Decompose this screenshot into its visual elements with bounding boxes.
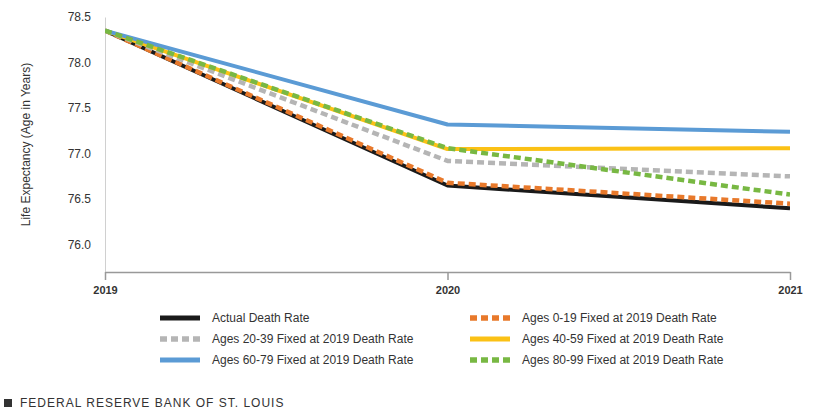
line: [105, 31, 790, 149]
tick: 76.0: [68, 238, 105, 252]
tick-mark: [790, 272, 792, 280]
tick-label: 76.0: [68, 238, 92, 252]
tick-mark: [105, 272, 107, 280]
legend-swatch: [470, 315, 510, 321]
tick-label: 77.5: [68, 101, 92, 115]
axis-line: [105, 18, 106, 273]
tick-label: 2021: [778, 284, 802, 296]
axis-title: Life Expectancy (Age in Years): [19, 63, 33, 226]
plot-area: [105, 31, 790, 209]
tick-label: 78.5: [68, 10, 92, 24]
line: [105, 31, 790, 209]
tick: 78.0: [68, 56, 105, 70]
tick: 78.5: [68, 10, 105, 24]
chart: 76.0 76.5 77.0 77.5 78.0 78.5 2019 2020 2021 Life…: [0, 0, 825, 415]
tick: 2019: [93, 272, 117, 296]
y-axis: 76.0 76.5 77.0 77.5 78.0 78.5: [68, 10, 106, 272]
line: [105, 31, 790, 132]
source: FEDERAL RESERVE BANK OF ST. LOUIS: [20, 396, 284, 410]
tick: 2021: [778, 272, 802, 296]
legend-swatch: [470, 357, 510, 363]
line: [105, 31, 790, 195]
source-marker: [4, 399, 12, 407]
legend-swatch: [470, 337, 510, 342]
legend-label: Ages 20-39 Fixed at 2019 Death Rate: [212, 332, 414, 346]
legend-label: Actual Death Rate: [212, 311, 310, 325]
tick-label: 77.0: [68, 147, 92, 161]
legend-label: Ages 60-79 Fixed at 2019 Death Rate: [212, 353, 414, 367]
tick: 76.5: [68, 192, 105, 206]
line: [105, 31, 790, 204]
tick: 2020: [436, 272, 460, 296]
legend-swatch: [160, 336, 200, 342]
tick-mark: [447, 272, 449, 280]
tick-label: 78.0: [68, 56, 92, 70]
tick-label: 76.5: [68, 192, 92, 206]
x-axis: 2019 2020 2021: [93, 272, 802, 296]
tick-label: 2020: [436, 284, 460, 296]
tick: 77.0: [68, 147, 105, 161]
line: [105, 31, 790, 177]
legend-swatch: [160, 358, 200, 363]
legend: Actual Death Rate Ages 0-19 Fixed at 2019…: [160, 311, 724, 367]
legend-label: Ages 40-59 Fixed at 2019 Death Rate: [522, 332, 724, 346]
legend-swatch: [160, 316, 200, 321]
legend-label: Ages 0-19 Fixed at 2019 Death Rate: [522, 311, 717, 325]
tick-label: 2019: [93, 284, 117, 296]
legend-label: Ages 80-99 Fixed at 2019 Death Rate: [522, 353, 724, 367]
tick: 77.5: [68, 101, 105, 115]
